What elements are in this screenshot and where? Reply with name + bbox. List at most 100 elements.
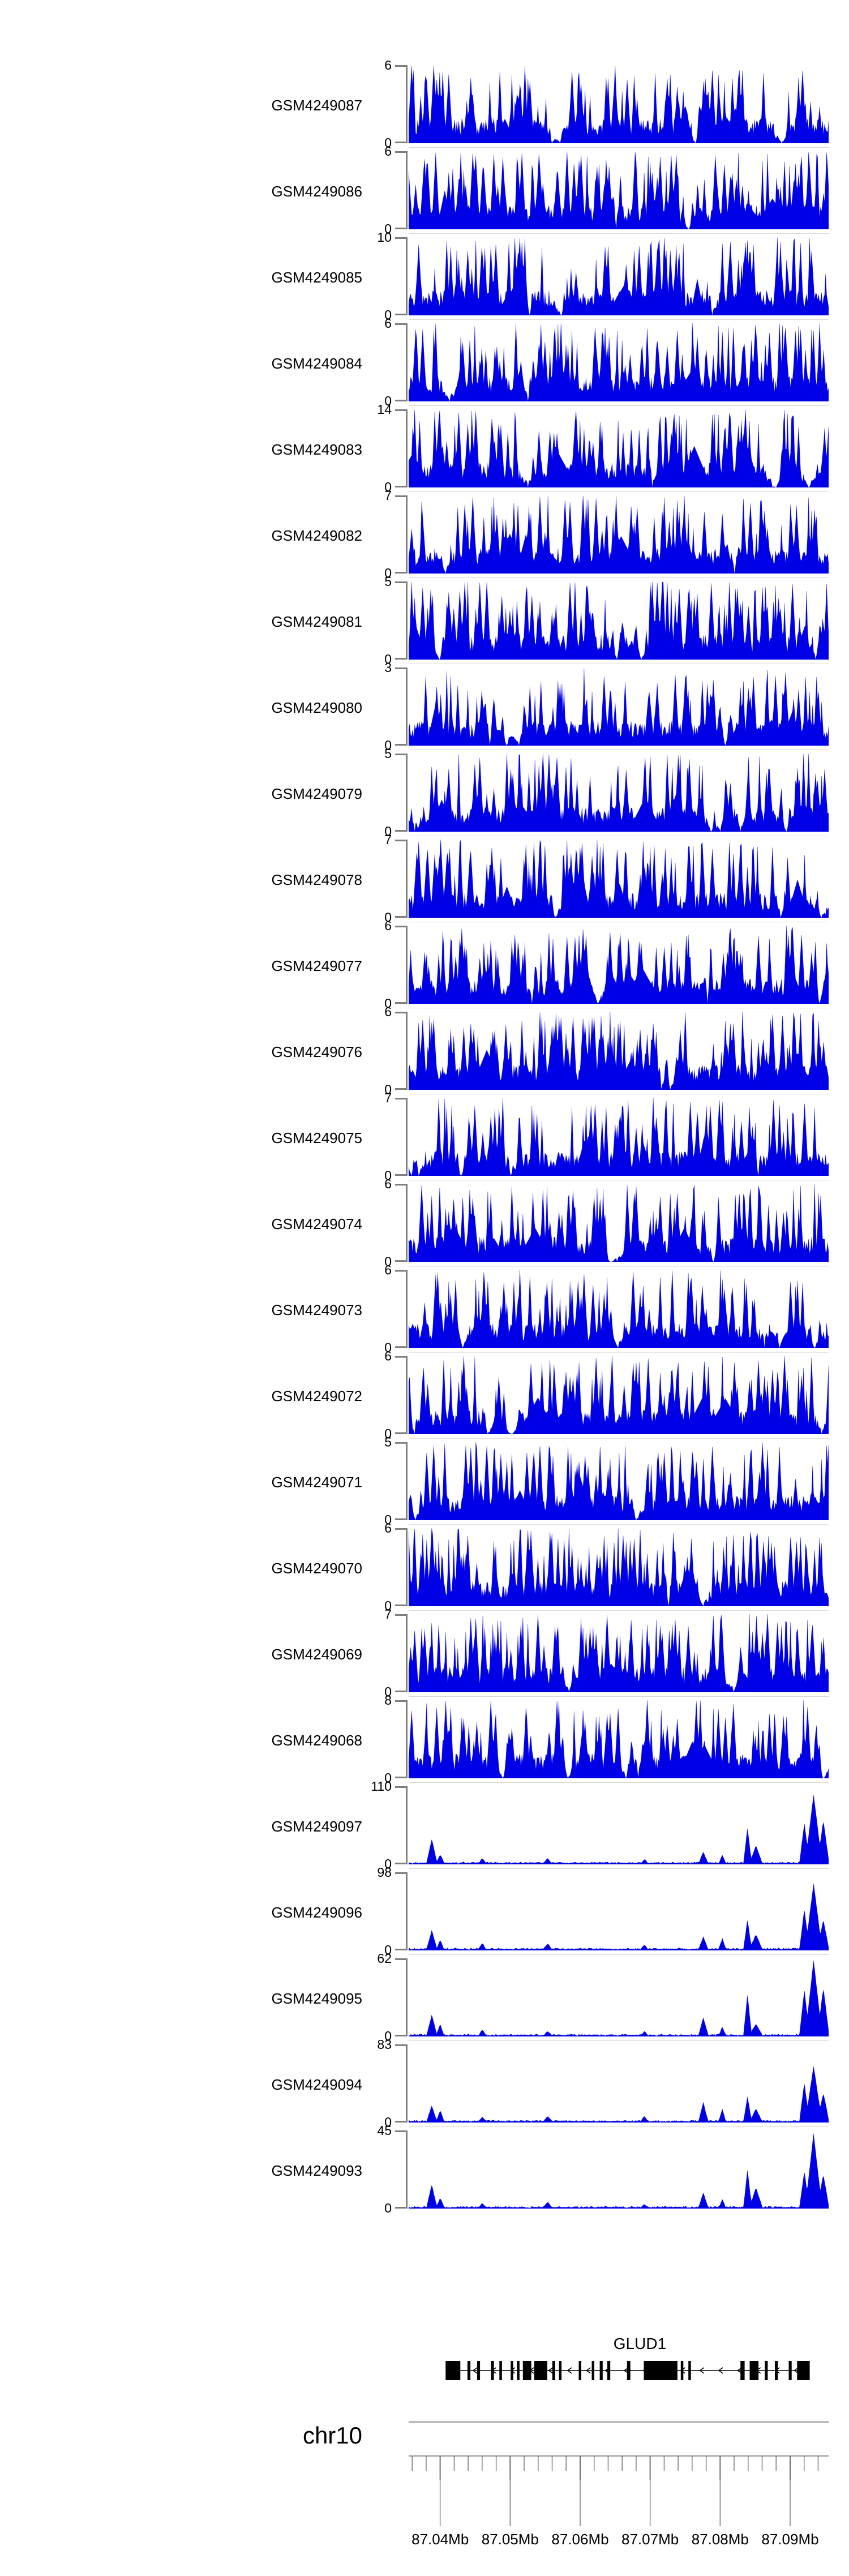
track-plot-area[interactable] <box>409 151 829 229</box>
track-sample-label: GSM4249068 <box>271 1732 362 1749</box>
coverage-track[interactable]: GSM4249093 45 0 <box>0 2124 849 2215</box>
coverage-track[interactable]: GSM4249080 3 0 <box>0 661 849 752</box>
gene-exon[interactable] <box>765 2361 768 2380</box>
track-plot-area[interactable] <box>409 323 829 401</box>
coverage-track[interactable]: GSM4249082 7 0 <box>0 489 849 580</box>
axis-tick-label: 87.08Mb <box>691 2531 749 2548</box>
coverage-track[interactable]: GSM4249084 6 0 <box>0 317 849 408</box>
track-plot-area[interactable] <box>409 1356 829 1434</box>
gene-exon[interactable] <box>599 2361 603 2380</box>
gene-exon[interactable] <box>499 2361 502 2380</box>
track-plot-area[interactable] <box>409 1442 829 1520</box>
gene-exon[interactable] <box>559 2361 562 2380</box>
gene-exon[interactable] <box>477 2361 481 2380</box>
y-axis-tick-min <box>395 2121 408 2123</box>
track-plot-area[interactable] <box>409 1786 829 1864</box>
coverage-track[interactable]: GSM4249070 6 0 <box>0 1522 849 1612</box>
track-separator <box>409 577 829 578</box>
coverage-track[interactable]: GSM4249095 62 0 <box>0 1952 849 2043</box>
gene-exon[interactable] <box>627 2361 631 2380</box>
coverage-track[interactable]: GSM4249079 5 0 <box>0 747 849 838</box>
gene-exon[interactable] <box>680 2361 684 2380</box>
gene-exon[interactable] <box>740 2361 745 2380</box>
y-axis-tick-min <box>395 1949 408 1950</box>
gene-exon[interactable] <box>644 2361 678 2380</box>
y-axis-line <box>406 1442 408 1520</box>
track-plot-area[interactable] <box>409 840 829 918</box>
coverage-track[interactable]: GSM4249068 8 0 <box>0 1694 849 1785</box>
track-plot-area[interactable] <box>409 65 829 143</box>
gene-exon[interactable] <box>797 2361 810 2380</box>
gene-exon[interactable] <box>775 2361 778 2380</box>
coverage-track[interactable]: GSM4249096 98 0 <box>0 1866 849 1957</box>
coverage-track[interactable]: GSM4249076 6 0 <box>0 1005 849 1096</box>
coverage-track[interactable]: GSM4249081 5 0 <box>0 575 849 666</box>
gene-strand-arrow-icon <box>472 2367 478 2374</box>
gene-exon[interactable] <box>607 2361 611 2380</box>
gene-exon[interactable] <box>517 2361 520 2380</box>
y-axis-tick-max <box>395 840 408 841</box>
track-separator <box>409 1954 829 1955</box>
track-plot-area[interactable] <box>409 1528 829 1606</box>
track-separator <box>409 1696 829 1697</box>
gene-exon[interactable] <box>467 2361 471 2380</box>
gene-exon[interactable] <box>552 2361 555 2380</box>
gene-exon[interactable] <box>788 2361 792 2380</box>
gene-exon[interactable] <box>688 2361 691 2380</box>
gene-exon[interactable] <box>445 2361 461 2380</box>
coverage-track[interactable]: GSM4249083 14 0 <box>0 403 849 494</box>
track-plot-area[interactable] <box>409 1184 829 1262</box>
track-plot-area[interactable] <box>409 1958 829 2036</box>
gene-exon[interactable] <box>578 2361 582 2380</box>
coverage-track[interactable]: GSM4249072 6 0 <box>0 1350 849 1440</box>
track-plot-area[interactable] <box>409 2130 829 2209</box>
track-plot-area[interactable] <box>409 581 829 660</box>
coverage-track[interactable]: GSM4249097 110 0 <box>0 1780 849 1871</box>
track-sample-label: GSM4249069 <box>271 1646 362 1663</box>
track-sample-label: GSM4249075 <box>271 1129 362 1146</box>
track-plot-area[interactable] <box>409 926 829 1004</box>
gene-exon[interactable] <box>591 2361 595 2380</box>
y-axis-min-label: 0 <box>384 135 392 150</box>
gene-exon[interactable] <box>749 2361 759 2380</box>
y-axis-line <box>406 1098 408 1176</box>
gene-exon[interactable] <box>511 2361 513 2380</box>
coverage-track[interactable]: GSM4249069 7 0 <box>0 1608 849 1698</box>
track-sample-label: GSM4249081 <box>271 613 362 630</box>
track-plot-area[interactable] <box>409 754 829 832</box>
track-plot-area[interactable] <box>409 1012 829 1090</box>
track-plot-area[interactable] <box>409 2044 829 2123</box>
y-axis-min-label: 0 <box>384 393 392 408</box>
chromosome-label: chr10 <box>302 2422 362 2449</box>
coverage-track[interactable]: GSM4249073 6 0 <box>0 1264 849 1354</box>
track-plot-area[interactable] <box>409 237 829 315</box>
coverage-track[interactable]: GSM4249077 6 0 <box>0 919 849 1010</box>
track-plot-area[interactable] <box>409 495 829 574</box>
track-plot-area[interactable] <box>409 667 829 746</box>
gene-exon[interactable] <box>522 2361 531 2380</box>
track-plot-area[interactable] <box>409 1700 829 1778</box>
track-plot-area[interactable] <box>409 1872 829 1950</box>
gene-exon[interactable] <box>534 2361 547 2380</box>
gene-exon[interactable] <box>491 2361 494 2380</box>
coverage-track[interactable]: GSM4249086 6 0 <box>0 145 849 236</box>
coverage-area <box>409 669 829 746</box>
y-axis-line <box>406 237 408 315</box>
track-plot-area[interactable] <box>409 409 829 487</box>
coverage-track[interactable]: GSM4249078 7 0 <box>0 833 849 924</box>
y-axis-min-label: 0 <box>384 1254 392 1269</box>
y-axis-tick-min <box>395 658 408 660</box>
y-axis-tick-max <box>395 1442 408 1444</box>
coverage-track[interactable]: GSM4249094 83 0 <box>0 2038 849 2129</box>
coverage-track[interactable]: GSM4249074 6 0 <box>0 1178 849 1268</box>
coverage-track[interactable]: GSM4249085 10 0 <box>0 231 849 322</box>
coverage-track[interactable]: GSM4249071 5 0 <box>0 1436 849 1526</box>
track-plot-area[interactable] <box>409 1098 829 1176</box>
track-plot-area[interactable] <box>409 1270 829 1348</box>
track-plot-area[interactable] <box>409 1614 829 1692</box>
coverage-track[interactable]: GSM4249087 6 0 <box>0 59 849 149</box>
coverage-track[interactable]: GSM4249075 7 0 <box>0 1092 849 1182</box>
